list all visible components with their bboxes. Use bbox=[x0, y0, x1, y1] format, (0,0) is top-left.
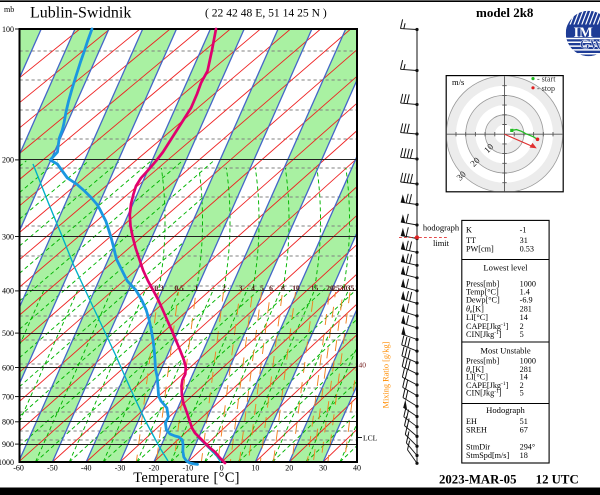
svg-text:Temp[°C]: Temp[°C] bbox=[466, 288, 499, 297]
svg-text:Press[mb]: Press[mb] bbox=[466, 280, 499, 289]
svg-text:model 2k8: model 2k8 bbox=[476, 5, 534, 20]
svg-text:600: 600 bbox=[2, 363, 14, 372]
svg-text:30: 30 bbox=[319, 464, 327, 473]
svg-text:6: 6 bbox=[269, 284, 273, 293]
svg-text:EH: EH bbox=[466, 417, 477, 426]
svg-text:LI[°C]: LI[°C] bbox=[466, 373, 488, 382]
svg-text:0: 0 bbox=[220, 464, 224, 473]
svg-text:Dewp[°C]: Dewp[°C] bbox=[466, 296, 500, 305]
svg-text:700: 700 bbox=[2, 392, 14, 401]
svg-text:0.5: 0.5 bbox=[174, 284, 184, 293]
svg-text:mb: mb bbox=[4, 5, 14, 14]
svg-text:30: 30 bbox=[340, 284, 348, 293]
svg-text:18: 18 bbox=[520, 451, 528, 460]
svg-text:limit: limit bbox=[433, 238, 450, 248]
svg-text:3: 3 bbox=[239, 284, 243, 293]
svg-text:CIN[Jkg-1]: CIN[Jkg-1] bbox=[466, 388, 502, 397]
svg-text:200: 200 bbox=[2, 156, 14, 165]
svg-text:14: 14 bbox=[520, 373, 528, 382]
svg-text:20: 20 bbox=[285, 464, 293, 473]
svg-text:300: 300 bbox=[2, 232, 14, 241]
svg-text:Lublin-Swidnik: Lublin-Swidnik bbox=[30, 5, 131, 22]
svg-text:0.3: 0.3 bbox=[154, 284, 164, 293]
svg-text:PW[cm]: PW[cm] bbox=[466, 245, 494, 254]
svg-text:8: 8 bbox=[281, 284, 285, 293]
svg-text:- start: - start bbox=[537, 75, 556, 84]
svg-text:GW: GW bbox=[580, 38, 600, 52]
svg-text:- stop: - stop bbox=[537, 84, 555, 93]
svg-text:35: 35 bbox=[347, 284, 355, 293]
svg-text:15: 15 bbox=[311, 284, 319, 293]
svg-text:5: 5 bbox=[520, 388, 524, 397]
svg-text:( 22 42 48 E, 51 14 25 N ): ( 22 42 48 E, 51 14 25 N ) bbox=[205, 7, 327, 20]
svg-text:500: 500 bbox=[2, 329, 14, 338]
svg-text:m/s: m/s bbox=[452, 77, 464, 87]
svg-text:-50: -50 bbox=[47, 464, 58, 473]
svg-text:5: 5 bbox=[520, 330, 524, 339]
svg-text:θe[K]: θe[K] bbox=[466, 365, 484, 376]
svg-text:Lowest level: Lowest level bbox=[483, 263, 528, 273]
svg-text:20: 20 bbox=[326, 284, 334, 293]
svg-text:Mixing Ratio [g/kg]: Mixing Ratio [g/kg] bbox=[382, 341, 391, 408]
svg-text:hodograph: hodograph bbox=[423, 223, 460, 233]
svg-text:67: 67 bbox=[520, 425, 528, 434]
svg-text:40: 40 bbox=[359, 361, 367, 370]
svg-text:25: 25 bbox=[332, 284, 340, 293]
svg-text:1: 1 bbox=[195, 284, 199, 293]
svg-text:400: 400 bbox=[2, 287, 14, 296]
svg-text:Hodograph: Hodograph bbox=[486, 405, 525, 415]
svg-text:0.53: 0.53 bbox=[520, 245, 534, 254]
svg-text:51: 51 bbox=[520, 417, 528, 426]
svg-text:2023-MAR-05 12 UTC: 2023-MAR-05 12 UTC bbox=[439, 473, 579, 487]
svg-text:-10: -10 bbox=[182, 464, 193, 473]
svg-text:2: 2 bbox=[520, 322, 524, 331]
svg-text:-60: -60 bbox=[13, 464, 24, 473]
svg-text:LCL: LCL bbox=[363, 434, 378, 443]
svg-text:Press[mb]: Press[mb] bbox=[466, 357, 499, 366]
svg-text:-6.9: -6.9 bbox=[520, 296, 533, 305]
svg-text:IM: IM bbox=[574, 25, 594, 41]
svg-text:-1: -1 bbox=[520, 226, 527, 235]
svg-text:Most Unstable: Most Unstable bbox=[480, 346, 531, 356]
svg-text:900: 900 bbox=[2, 440, 14, 449]
svg-text:281: 281 bbox=[520, 365, 532, 374]
svg-text:-40: -40 bbox=[81, 464, 92, 473]
svg-text:CAPE[Jkg-1]: CAPE[Jkg-1] bbox=[466, 322, 509, 331]
svg-text:1.4: 1.4 bbox=[520, 288, 530, 297]
svg-text:TT: TT bbox=[466, 236, 476, 245]
svg-text:14: 14 bbox=[520, 313, 528, 322]
svg-text:10: 10 bbox=[251, 464, 259, 473]
svg-text:100: 100 bbox=[2, 25, 14, 34]
svg-text:5: 5 bbox=[260, 284, 264, 293]
svg-text:K: K bbox=[466, 226, 472, 235]
svg-text:4: 4 bbox=[251, 284, 255, 293]
svg-text:LI[°C]: LI[°C] bbox=[466, 313, 488, 322]
svg-text:1000: 1000 bbox=[520, 280, 536, 289]
svg-text:StmSpd[m/s]: StmSpd[m/s] bbox=[466, 451, 509, 460]
svg-text:θe[K]: θe[K] bbox=[466, 305, 484, 316]
svg-text:294°: 294° bbox=[520, 442, 536, 451]
svg-text:800: 800 bbox=[2, 418, 14, 427]
svg-text:-20: -20 bbox=[149, 464, 160, 473]
svg-text:-30: -30 bbox=[115, 464, 126, 473]
svg-text:40: 40 bbox=[353, 464, 361, 473]
svg-text:1000: 1000 bbox=[0, 458, 14, 467]
svg-text:Temperature [°C]: Temperature [°C] bbox=[133, 470, 240, 486]
svg-text:SREH: SREH bbox=[466, 425, 487, 434]
svg-text:281: 281 bbox=[520, 305, 532, 314]
svg-text:StmDir: StmDir bbox=[466, 442, 490, 451]
svg-text:1000: 1000 bbox=[520, 357, 536, 366]
svg-text:10: 10 bbox=[292, 284, 300, 293]
svg-text:CAPE[Jkg-1]: CAPE[Jkg-1] bbox=[466, 381, 509, 390]
svg-text:2: 2 bbox=[222, 284, 226, 293]
svg-text:CIN[Jkg-1]: CIN[Jkg-1] bbox=[466, 330, 502, 339]
svg-text:31: 31 bbox=[520, 236, 528, 245]
svg-text:2: 2 bbox=[520, 381, 524, 390]
